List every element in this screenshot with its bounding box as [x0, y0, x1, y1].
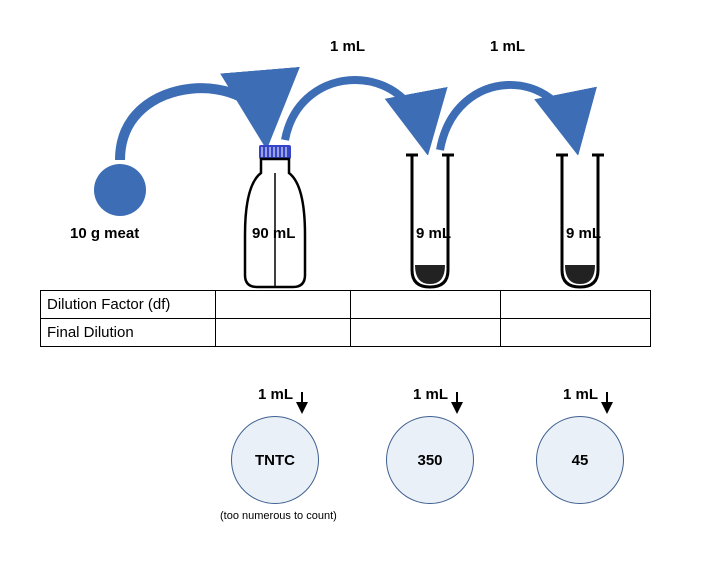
plate-3: 45	[536, 416, 624, 504]
plate-3-value: 45	[572, 452, 589, 469]
bottle-graphic	[245, 145, 305, 287]
dilution-table: Dilution Factor (df) Final Dilution	[40, 290, 651, 347]
row2-col-bottle	[216, 319, 351, 347]
plate-1: TNTC	[231, 416, 319, 504]
plate-1-note: (too numerous to count)	[220, 510, 337, 522]
transfer1-label: 1 mL	[330, 38, 365, 55]
plate3-transfer-label: 1 mL	[563, 386, 598, 403]
arrow-bottle-to-tube1	[285, 80, 425, 140]
tube2-label: 9 mL	[566, 225, 601, 242]
plate2-transfer-label: 1 mL	[413, 386, 448, 403]
bottle-label: 90 mL	[252, 225, 295, 242]
plate-1-value: TNTC	[255, 452, 295, 469]
row1-label-cell: Dilution Factor (df)	[41, 291, 216, 319]
tube1-graphic	[406, 155, 454, 287]
row2-col-tube2	[501, 319, 651, 347]
tube1-label: 9 mL	[416, 225, 451, 242]
table-row: Final Dilution	[41, 319, 651, 347]
plate-2-value: 350	[417, 452, 442, 469]
sample-label: 10 g meat	[70, 225, 139, 242]
tube2-graphic	[556, 155, 604, 287]
row2-label-cell: Final Dilution	[41, 319, 216, 347]
row1-col-tube2	[501, 291, 651, 319]
plate-2: 350	[386, 416, 474, 504]
row2-col-tube1	[351, 319, 501, 347]
row1-col-bottle	[216, 291, 351, 319]
plate1-transfer-label: 1 mL	[258, 386, 293, 403]
dilution-diagram: { "colors": { "background": "#ffffff", "…	[0, 0, 720, 570]
table-row: Dilution Factor (df)	[41, 291, 651, 319]
arrow-sample-to-bottle	[120, 88, 265, 160]
sample-circle	[94, 164, 146, 216]
row1-col-tube1	[351, 291, 501, 319]
transfer2-label: 1 mL	[490, 38, 525, 55]
arrow-tube1-to-tube2	[440, 85, 575, 150]
